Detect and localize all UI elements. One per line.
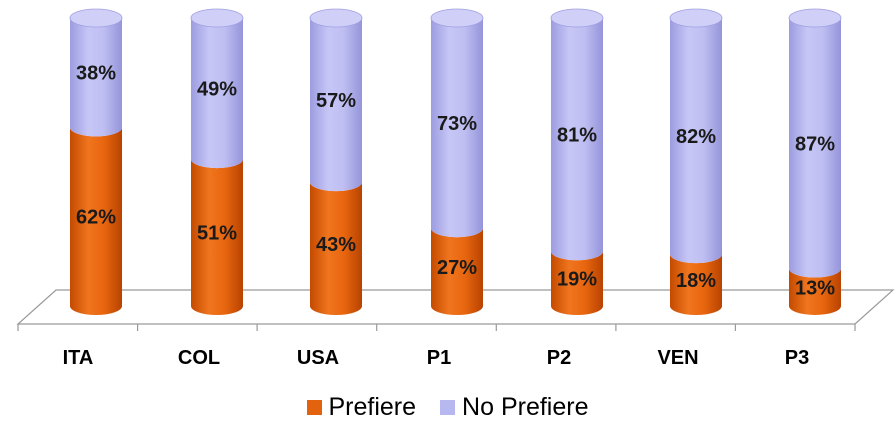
value-label-no-prefiere-ita: 38%	[76, 63, 116, 85]
bar-no-prefiere-p3	[789, 18, 841, 278]
value-label-prefiere-p3: 13%	[795, 277, 835, 299]
legend-label-prefiere: Prefiere	[328, 393, 417, 421]
value-label-prefiere-usa: 43%	[316, 234, 356, 256]
value-label-no-prefiere-p2: 81%	[557, 125, 597, 147]
legend-label-no-prefiere: No Prefiere	[462, 393, 589, 421]
value-labels-group: 62% 38% 51% 49% 43% 57% 27% 73% 19% 81% 18% 82% 13% 8…	[76, 63, 835, 300]
bar-prefiere-col	[191, 159, 243, 315]
bar-prefiere-ita	[70, 127, 122, 315]
legend-item-prefiere: Prefiere	[306, 393, 417, 422]
bar-prefiere-p3	[789, 268, 841, 315]
bar-top-cap-col	[190, 8, 244, 28]
bar-no-prefiere-ven	[670, 18, 722, 264]
bars-group	[69, 8, 842, 315]
value-label-no-prefiere-ven: 82%	[676, 126, 716, 148]
bar-no-prefiere-usa	[310, 18, 362, 192]
bar-no-prefiere-ita	[70, 18, 122, 137]
bar-no-prefiere-col	[191, 18, 243, 169]
category-label-p2: P2	[547, 347, 571, 369]
value-label-no-prefiere-usa: 57%	[316, 90, 356, 112]
category-label-usa: USA	[297, 347, 339, 369]
category-labels-group: ITA COL USA P1 P2 VEN P3	[63, 347, 810, 369]
bar-top-cap-p1	[430, 8, 484, 28]
bar-no-prefiere-p2	[551, 18, 603, 261]
value-label-no-prefiere-col: 49%	[197, 79, 237, 101]
value-label-prefiere-col: 51%	[197, 223, 237, 245]
legend-swatch-prefiere	[306, 400, 322, 415]
bar-prefiere-usa	[310, 182, 362, 315]
value-label-prefiere-ita: 62%	[76, 207, 116, 229]
category-label-col: COL	[178, 347, 220, 369]
x-axis-ticks	[17, 324, 856, 331]
legend: Prefiere No Prefiere	[0, 393, 895, 422]
value-label-prefiere-p1: 27%	[437, 257, 477, 279]
bar-prefiere-p2	[551, 251, 603, 315]
legend-item-no-prefiere: No Prefiere	[440, 393, 589, 422]
value-label-no-prefiere-p1: 73%	[437, 113, 477, 135]
bar-top-cap-ita	[69, 8, 123, 28]
bar-top-cap-ven	[669, 8, 723, 28]
value-label-no-prefiere-p3: 87%	[795, 133, 835, 155]
category-label-p3: P3	[785, 347, 809, 369]
bar-no-prefiere-p1	[431, 18, 483, 238]
value-label-prefiere-ven: 18%	[676, 270, 716, 292]
bar-top-cap-usa	[309, 8, 363, 28]
bar-prefiere-p1	[431, 228, 483, 315]
category-label-ita: ITA	[63, 347, 94, 369]
bar-prefiere-ven	[670, 254, 722, 315]
legend-swatch-no-prefiere	[440, 400, 456, 415]
category-label-p1: P1	[427, 347, 451, 369]
bar-top-cap-p3	[788, 8, 842, 28]
bar-top-cap-p2	[550, 8, 604, 28]
value-label-prefiere-p2: 19%	[557, 269, 597, 291]
category-label-ven: VEN	[657, 347, 698, 369]
